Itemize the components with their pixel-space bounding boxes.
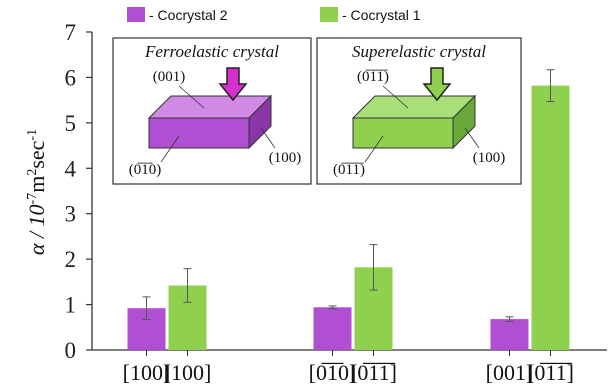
inset-ferroelastic: Ferroelastic crystal (001) (100) (0̅1̅0): [112, 37, 312, 185]
y-tick-label: 5: [65, 111, 77, 136]
bar-cocrystal-2: [490, 319, 529, 350]
inset-frame: [316, 37, 522, 185]
block-side-face: [248, 94, 272, 150]
block-side-face: [452, 94, 476, 150]
face-leader-line: [382, 85, 409, 109]
face-leader-line: [364, 135, 384, 163]
y-axis-label: α / 10-7m2sec-1: [24, 129, 49, 255]
face-label-front: (0̅1̅1̅): [333, 162, 365, 178]
y-tick-label: 2: [65, 247, 77, 272]
inset-superelastic: Superelastic crystal (0̅1̅1̅) (100) (0̅1̅1̅…: [316, 37, 522, 185]
face-leader-line: [464, 127, 480, 149]
x-tick-label: [0̅1̅0]: [309, 360, 357, 385]
x-tick-label: [100]: [123, 360, 171, 385]
y-label-unit: m: [24, 176, 49, 193]
legend-swatch-cocrystal-2: [127, 7, 145, 22]
y-tick-label: 4: [65, 156, 77, 181]
inset-title: Superelastic crystal: [352, 42, 486, 61]
face-label-top: (001): [153, 69, 186, 85]
bar-cocrystal-1: [531, 85, 570, 350]
inset-title: Ferroelastic crystal: [144, 42, 279, 61]
legend-label-cocrystal-1: - Cocrystal 1: [342, 7, 421, 23]
y-label-exp: 2: [25, 169, 40, 176]
y-tick-label: 6: [65, 65, 77, 90]
x-tick-label: [001]: [486, 360, 534, 385]
compression-arrow-icon: [218, 67, 248, 102]
y-tick-label: 1: [65, 293, 77, 318]
y-label-exp: -7: [25, 193, 40, 205]
bar-cocrystal-2: [313, 307, 352, 350]
face-leader-line: [160, 135, 180, 163]
y-label-exp: -1: [25, 129, 40, 141]
face-label-top: (0̅1̅1̅): [357, 69, 389, 85]
y-tick-label: 7: [65, 20, 77, 45]
legend-label-cocrystal-2: - Cocrystal 2: [149, 7, 228, 23]
y-label-unit: sec: [24, 140, 49, 168]
x-tick-label: [100]: [164, 360, 212, 385]
x-tick-label: [0̅1̅1̅]: [527, 360, 574, 385]
block-front-face: [148, 117, 250, 149]
y-tick-label: 0: [65, 338, 77, 363]
compression-arrow-icon: [422, 67, 452, 102]
face-label-side: (100): [473, 150, 506, 166]
legend-swatch-cocrystal-1: [320, 7, 338, 22]
face-leader-line: [260, 127, 276, 149]
x-tick-label: [0̅1̅1̅]: [350, 360, 397, 385]
y-label-base: α / 10: [24, 204, 49, 255]
face-label-side: (100): [269, 150, 302, 166]
face-leader-line: [178, 85, 205, 109]
block-front-face: [352, 117, 454, 149]
face-label-front: (0̅1̅0): [129, 162, 162, 178]
y-tick-label: 3: [65, 202, 77, 227]
